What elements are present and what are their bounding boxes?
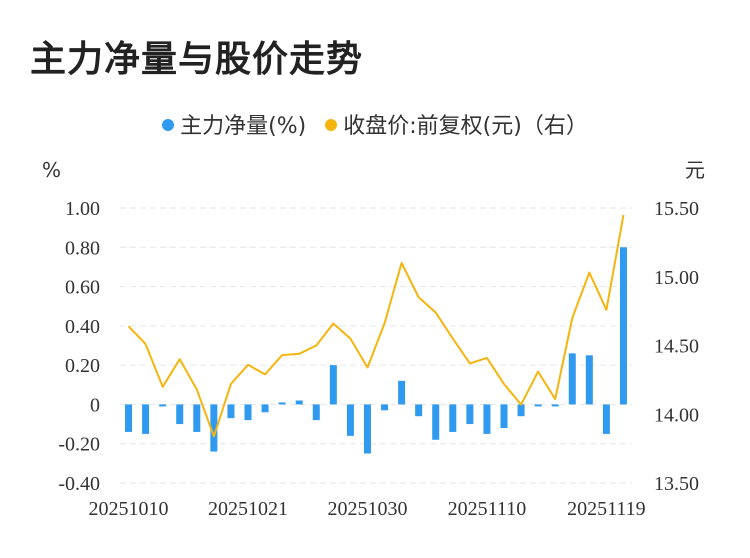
x-tick-label: 20251021 xyxy=(208,498,288,520)
x-tick-label: 20251010 xyxy=(89,498,169,520)
bar xyxy=(176,404,184,425)
bar xyxy=(602,404,610,434)
bar xyxy=(619,247,627,405)
right-tick-label: 13.50 xyxy=(654,473,699,495)
right-tick-label: 15.00 xyxy=(654,267,699,289)
x-tick-label: 20251030 xyxy=(327,498,407,520)
bar xyxy=(449,404,457,432)
left-tick-label: 0.60 xyxy=(65,277,100,299)
bar xyxy=(398,380,406,405)
bar xyxy=(568,353,576,405)
left-tick-label: -0.20 xyxy=(58,434,100,456)
x-tick-label: 20251110 xyxy=(448,498,527,520)
bar xyxy=(483,404,491,434)
bar xyxy=(159,404,167,407)
bar xyxy=(534,404,542,407)
bar xyxy=(227,404,235,419)
left-tick-label: 1.00 xyxy=(65,198,100,220)
right-tick-label: 14.50 xyxy=(654,336,699,358)
right-axis-unit: 元 xyxy=(685,158,705,182)
bar xyxy=(363,404,371,454)
bar-series xyxy=(125,247,627,454)
line-series xyxy=(127,214,625,438)
bar xyxy=(261,404,269,413)
axes: % 元 1.00 0.80 0.60 0.40 0.20 0 -0.20 -0.40 15.50… xyxy=(42,158,705,520)
price-line xyxy=(127,214,625,438)
bar xyxy=(585,355,593,405)
bar xyxy=(278,402,286,405)
bar xyxy=(244,404,252,421)
bar xyxy=(312,404,320,421)
bar xyxy=(381,404,389,411)
bar xyxy=(193,404,201,432)
left-tick-label: 0 xyxy=(90,394,100,416)
left-tick-label: 0.80 xyxy=(65,237,100,259)
bar xyxy=(415,404,423,417)
right-tick-label: 15.50 xyxy=(654,198,699,220)
right-tick-label: 14.00 xyxy=(654,404,699,426)
legend-item-close-price[interactable]: 收盘价:前复权(元)（右） xyxy=(325,108,588,140)
bar xyxy=(142,404,150,434)
bar xyxy=(500,404,508,428)
legend: 主力净量(%) 收盘价:前复权(元)（右） xyxy=(0,108,750,140)
gridlines xyxy=(120,207,632,484)
bar xyxy=(517,404,525,417)
bar xyxy=(432,404,440,440)
legend-item-net-flow[interactable]: 主力净量(%) xyxy=(162,108,306,140)
bar xyxy=(295,400,303,405)
bar xyxy=(346,404,354,436)
left-axis-unit: % xyxy=(42,158,61,182)
left-tick-label: 0.20 xyxy=(65,355,100,377)
legend-dot-net-flow xyxy=(162,119,175,131)
x-tick-label: 20251119 xyxy=(567,498,646,520)
legend-label-close-price: 收盘价:前复权(元)（右） xyxy=(343,114,588,139)
bar xyxy=(329,365,337,405)
bar xyxy=(125,404,133,432)
bar xyxy=(466,404,474,425)
legend-label-net-flow: 主力净量(%) xyxy=(180,114,307,139)
bar xyxy=(210,404,218,452)
bar xyxy=(551,404,559,407)
left-tick-label: 0.40 xyxy=(65,316,100,338)
legend-dot-close-price xyxy=(325,119,338,131)
left-tick-label: -0.40 xyxy=(58,473,100,495)
chart-title: 主力净量与股价走势 xyxy=(30,39,364,80)
